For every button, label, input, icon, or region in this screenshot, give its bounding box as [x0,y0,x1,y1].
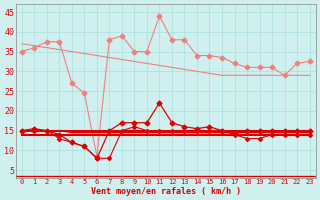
X-axis label: Vent moyen/en rafales ( km/h ): Vent moyen/en rafales ( km/h ) [91,187,241,196]
